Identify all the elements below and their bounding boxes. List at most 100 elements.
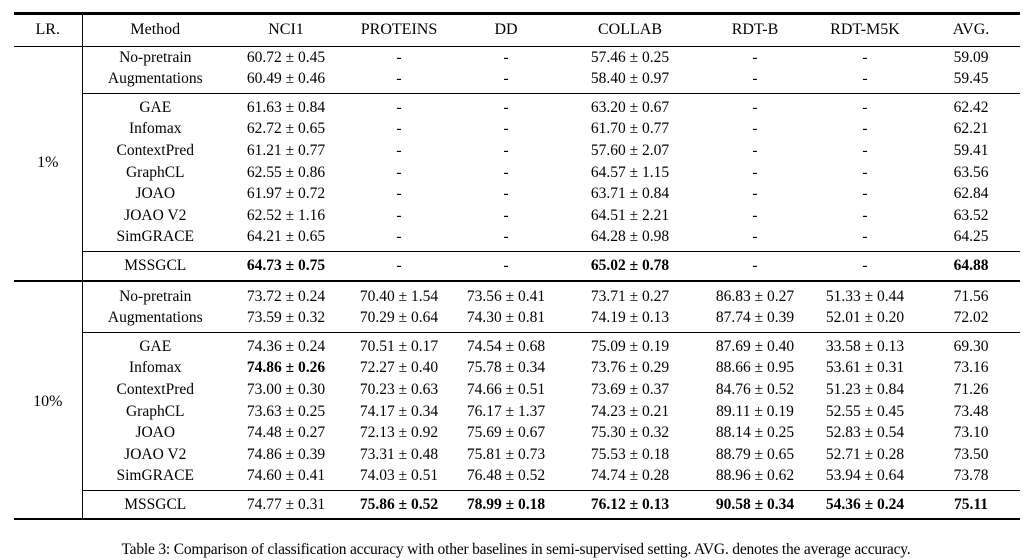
value-cell: 87.69 ± 0.40 [702, 331, 808, 358]
value-cell: - [503, 185, 509, 203]
value-cell: - [396, 70, 402, 88]
value-cell: 74.36 ± 0.24 [228, 331, 344, 358]
value-cell: 73.69 ± 0.37 [590, 380, 670, 398]
value-cell: 73.56 ± 0.41 [454, 279, 558, 308]
value-cell: - [396, 206, 402, 224]
column-header-rdt-b: RDT-B [702, 13, 808, 47]
header-row: LR. Method NCI1 PROTEINS DD COLLAB RDT-B RDT-M5… [14, 13, 1020, 47]
value-cell: 59.41 [953, 141, 989, 159]
value-cell: 90.58 ± 0.34 [702, 489, 808, 520]
value-cell: 74.74 ± 0.28 [590, 467, 670, 485]
column-header-collab: COLLAB [558, 13, 702, 47]
value-cell: 73.76 ± 0.29 [590, 359, 670, 377]
value-cell: 62.55 ± 0.86 [246, 163, 326, 181]
value-cell: 71.26 [953, 380, 989, 398]
value-cell: 63.20 ± 0.67 [558, 92, 702, 119]
value-cell: - [344, 92, 454, 119]
column-header-lr: LR. [14, 13, 83, 47]
value-cell: 73.71 ± 0.27 [558, 279, 702, 308]
value-cell: 62.21 [953, 120, 989, 138]
value-cell: 61.21 ± 0.77 [246, 141, 326, 159]
value-cell: 76.17 ± 1.37 [466, 402, 546, 420]
value-cell: 89.11 ± 0.19 [716, 402, 794, 420]
method-cell: No-pretrain [119, 48, 192, 66]
method-cell: Infomax [128, 120, 182, 138]
value-cell: 73.72 ± 0.24 [228, 279, 344, 308]
value-cell: 62.42 [922, 92, 1020, 119]
method-cell: MSSGCL [82, 489, 228, 520]
value-cell: - [808, 92, 922, 119]
value-cell: 57.46 ± 0.25 [590, 48, 670, 66]
value-cell: 74.86 ± 0.26 [246, 359, 326, 377]
value-cell: 76.48 ± 0.52 [466, 467, 546, 485]
table-row: JOAO V2 62.52 ± 1.16 - - 64.51 ± 2.21 - - 63.52 [14, 205, 1020, 227]
table-body: 1% No-pretrain 60.72 ± 0.45- -57.46 ± 0.25-… [14, 46, 1020, 520]
value-cell: 73.16 [953, 359, 989, 377]
value-cell: 59.45 [953, 70, 989, 88]
value-cell: 74.30 ± 0.81 [466, 309, 546, 327]
value-cell: 75.86 ± 0.52 [344, 489, 454, 520]
value-cell: 52.01 ± 0.20 [825, 309, 905, 327]
value-cell: 73.31 ± 0.48 [359, 445, 439, 463]
table-row: SimGRACE 74.60 ± 0.41 74.03 ± 0.51 76.48 ± … [14, 465, 1020, 490]
value-cell: 60.49 ± 0.46 [246, 70, 326, 88]
value-cell: - [454, 92, 558, 119]
column-header-rdt-m5k: RDT-M5K [808, 13, 922, 47]
value-cell: 87.74 ± 0.39 [715, 309, 795, 327]
value-cell: - [396, 120, 402, 138]
value-cell: 61.97 ± 0.72 [246, 185, 326, 203]
method-cell: GAE [82, 92, 228, 119]
method-cell: JOAO [135, 424, 176, 442]
value-cell: 74.66 ± 0.51 [466, 380, 546, 398]
table-row: Infomax 74.86 ± 0.26 72.27 ± 0.40 75.78 ± 0… [14, 357, 1020, 379]
value-cell: 88.79 ± 0.65 [715, 445, 795, 463]
table-row: MSSGCL 64.73 ± 0.75- -65.02 ± 0.78- -64.88 [14, 250, 1020, 281]
table-row: ContextPred 73.00 ± 0.30 70.23 ± 0.63 74.66… [14, 379, 1020, 401]
value-cell: 88.66 ± 0.95 [715, 359, 795, 377]
value-cell: - [503, 163, 509, 181]
value-cell: 54.36 ± 0.24 [808, 489, 922, 520]
value-cell: - [702, 92, 808, 119]
value-cell: 52.55 ± 0.45 [825, 402, 905, 420]
method-cell: GraphCL [125, 402, 185, 420]
table-row: 10% No-pretrain 73.72 ± 0.24 70.40 ± 1.54 73… [14, 279, 1020, 520]
method-cell: MSSGCL [82, 250, 228, 281]
value-cell: 72.13 ± 0.92 [359, 424, 439, 442]
table-row: GraphCL 73.63 ± 0.25 74.17 ± 0.34 76.17 ± 1… [14, 401, 1020, 423]
value-cell: 59.09 [953, 48, 989, 66]
table-row: Augmentations 60.49 ± 0.46 - - 58.40 ± 0.97 -… [14, 68, 1020, 93]
method-cell: SimGRACE [116, 467, 194, 485]
value-cell: 63.56 [953, 163, 989, 181]
method-cell: SimGRACE [116, 228, 194, 246]
value-cell: - [752, 141, 758, 159]
value-cell: 58.40 ± 0.97 [590, 70, 670, 88]
value-cell: 65.02 ± 0.78 [558, 250, 702, 281]
value-cell: - [503, 120, 509, 138]
value-cell: - [752, 48, 758, 66]
value-cell: 74.19 ± 0.13 [590, 309, 670, 327]
value-cell: 63.52 [953, 206, 989, 224]
value-cell: 73.50 [953, 445, 989, 463]
value-cell: 78.99 ± 0.18 [454, 489, 558, 520]
value-cell: - [396, 228, 402, 246]
method-cell: GAE [82, 331, 228, 358]
method-cell: JOAO V2 [124, 206, 187, 224]
method-cell: Augmentations [107, 309, 203, 327]
value-cell: - [862, 185, 868, 203]
value-cell: 61.63 ± 0.84 [228, 92, 344, 119]
value-cell: 74.17 ± 0.34 [359, 402, 439, 420]
value-cell: 64.28 ± 0.98 [590, 228, 670, 246]
label-rate-cell: 1% [14, 46, 83, 281]
value-cell: 71.56 [922, 279, 1020, 308]
table-row: Augmentations 73.59 ± 0.32 70.29 ± 0.64 74.… [14, 307, 1020, 332]
value-cell: 51.33 ± 0.44 [808, 279, 922, 308]
table-row: ContextPred 61.21 ± 0.77 - - 57.60 ± 2.07 - - 5… [14, 140, 1020, 162]
value-cell: - [752, 228, 758, 246]
results-table: LR. Method NCI1 PROTEINS DD COLLAB RDT-B RDT-M5… [14, 12, 1020, 521]
value-cell: 74.77 ± 0.31 [228, 489, 344, 520]
value-cell: 75.69 ± 0.67 [466, 424, 546, 442]
value-cell: 73.63 ± 0.25 [246, 402, 326, 420]
value-cell: - [702, 250, 808, 281]
value-cell: 73.48 [953, 402, 989, 420]
table-row: MSSGCL 74.77 ± 0.31 75.86 ± 0.52 78.99 ± 0.… [14, 489, 1020, 520]
